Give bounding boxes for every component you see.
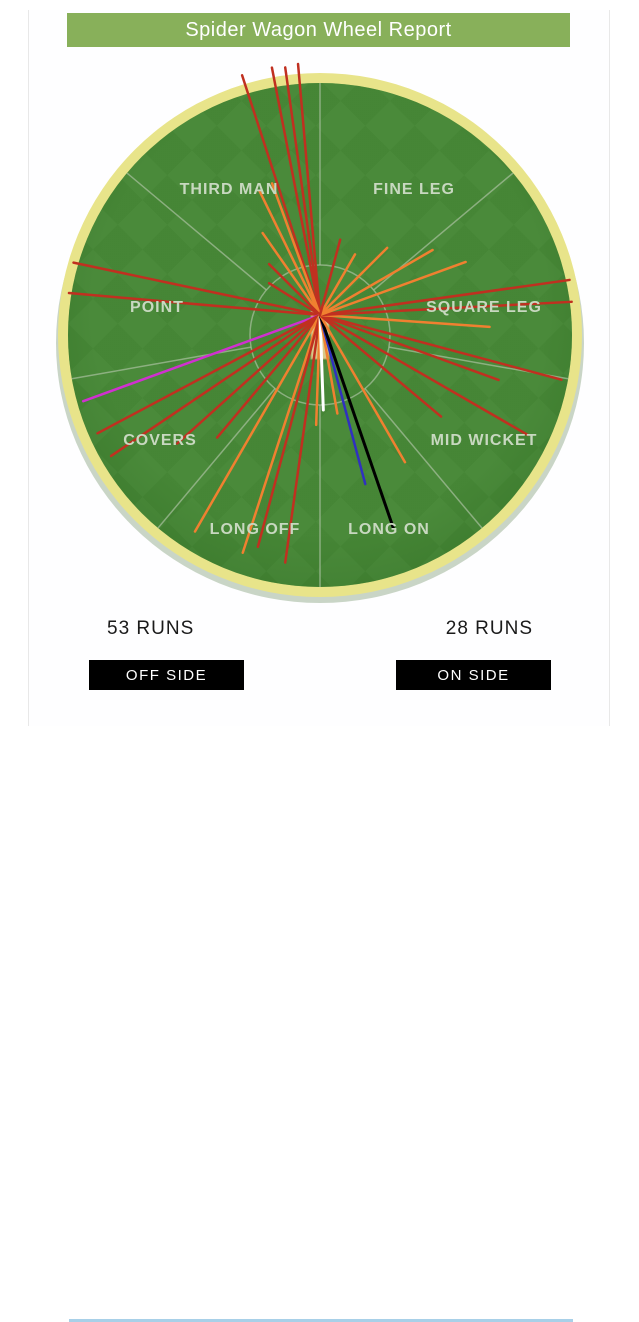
on-side-box: ON SIDE bbox=[396, 660, 551, 690]
svg-text:MID WICKET: MID WICKET bbox=[431, 432, 538, 449]
off-side-runs: 53 RUNS bbox=[107, 618, 194, 640]
svg-text:LONG ON: LONG ON bbox=[348, 521, 430, 538]
footer: 53 RUNS 28 RUNS OFF SIDE ON SIDE bbox=[29, 618, 611, 690]
side-labels: OFF SIDE ON SIDE bbox=[29, 660, 611, 690]
on-side-runs: 28 RUNS bbox=[446, 618, 533, 640]
svg-text:POINT: POINT bbox=[130, 299, 184, 316]
on-side-label: ON SIDE bbox=[437, 667, 509, 684]
svg-text:LONG OFF: LONG OFF bbox=[210, 521, 301, 538]
title-bar: Spider Wagon Wheel Report bbox=[67, 13, 570, 47]
off-side-box: OFF SIDE bbox=[89, 660, 244, 690]
off-side-label: OFF SIDE bbox=[126, 667, 207, 684]
svg-text:THIRD MAN: THIRD MAN bbox=[180, 181, 279, 198]
svg-text:SQUARE LEG: SQUARE LEG bbox=[426, 299, 542, 316]
svg-text:COVERS: COVERS bbox=[123, 432, 197, 449]
report-panel: Spider Wagon Wheel Report FINE LEG THIRD … bbox=[28, 10, 610, 726]
svg-text:FINE LEG: FINE LEG bbox=[373, 181, 455, 198]
wagon-wheel-svg: FINE LEG THIRD MAN POINT COVERS LONG OFF LONG… bbox=[29, 50, 611, 610]
wagon-wheel-chart: FINE LEG THIRD MAN POINT COVERS LONG OFF LONG… bbox=[29, 50, 611, 610]
runs-row: 53 RUNS 28 RUNS bbox=[29, 618, 611, 640]
report-title: Spider Wagon Wheel Report bbox=[185, 19, 451, 42]
